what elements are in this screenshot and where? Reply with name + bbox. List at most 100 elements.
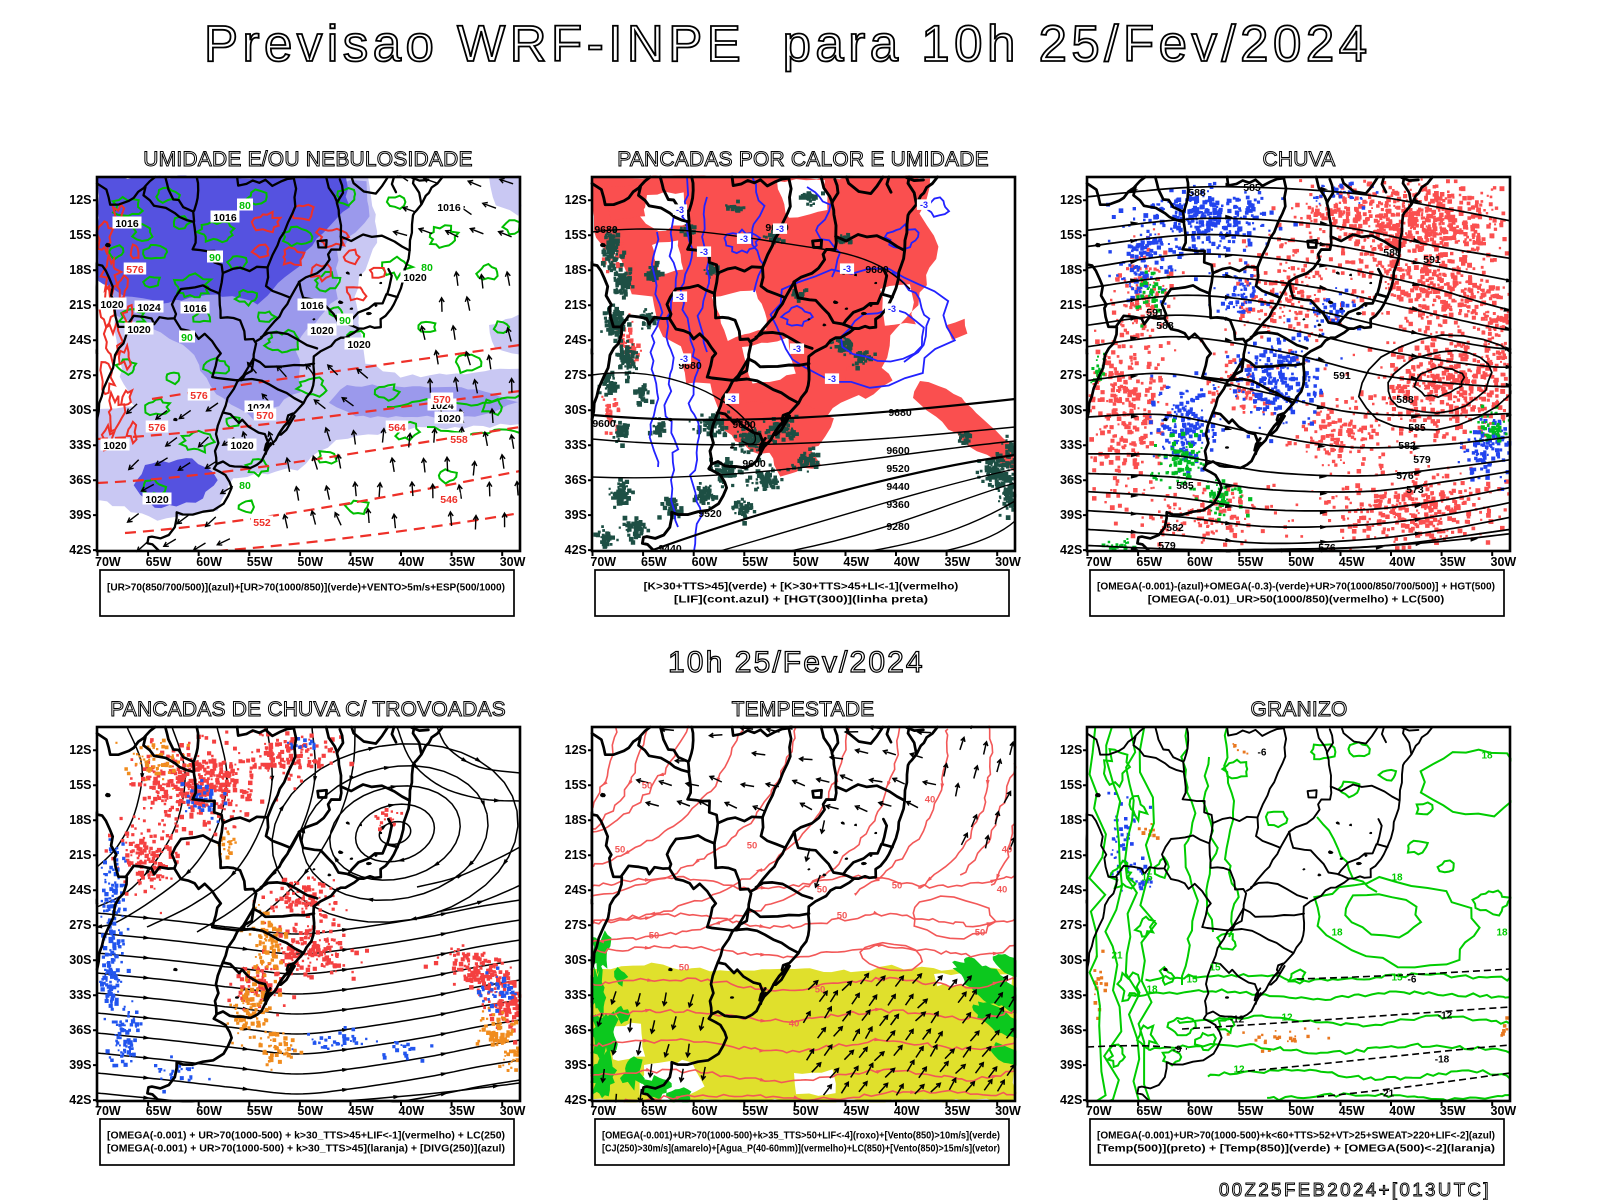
svg-text:PANCADAS DE CHUVA C/ TROVOADAS: PANCADAS DE CHUVA C/ TROVOADAS xyxy=(110,698,506,721)
svg-text:-6: -6 xyxy=(1258,747,1267,758)
svg-text:[OMEGA(-0.001) + UR>70(1000-50: [OMEGA(-0.001) + UR>70(1000-500) + k>30_… xyxy=(107,1129,505,1141)
svg-text:576: 576 xyxy=(126,264,144,276)
svg-text:50: 50 xyxy=(615,844,626,855)
svg-text:00Z25FEB2024+[013UTC]: 00Z25FEB2024+[013UTC] xyxy=(1219,1179,1491,1200)
svg-text:9440: 9440 xyxy=(658,543,682,555)
svg-text:-12: -12 xyxy=(1230,1014,1245,1025)
svg-text:-3: -3 xyxy=(793,344,801,354)
svg-text:1016: 1016 xyxy=(115,218,139,230)
svg-text:1020: 1020 xyxy=(103,440,127,452)
svg-text:579: 579 xyxy=(1414,454,1432,466)
svg-text:50: 50 xyxy=(837,910,848,921)
svg-text:1020: 1020 xyxy=(100,299,124,311)
svg-text:564: 564 xyxy=(388,422,406,434)
svg-text:[OMEGA(-0.001) + UR>70(1000-50: [OMEGA(-0.001) + UR>70(1000-500) + k>30_… xyxy=(107,1143,505,1155)
svg-text:50: 50 xyxy=(649,930,660,941)
svg-text:588: 588 xyxy=(1397,394,1415,406)
svg-text:9600: 9600 xyxy=(742,458,766,470)
svg-text:585: 585 xyxy=(1177,480,1195,492)
svg-text:UMIDADE E/OU NEBULOSIDADE: UMIDADE E/OU NEBULOSIDADE xyxy=(143,148,472,171)
svg-text:-9: -9 xyxy=(1173,1044,1182,1055)
svg-text:1020: 1020 xyxy=(145,494,169,506)
svg-text:9440: 9440 xyxy=(886,481,910,493)
svg-text:1020: 1020 xyxy=(230,440,254,452)
svg-text:9280: 9280 xyxy=(886,521,910,533)
svg-text:576: 576 xyxy=(1397,470,1415,482)
svg-text:591: 591 xyxy=(1147,307,1165,319)
svg-text:50: 50 xyxy=(817,884,828,895)
svg-text:591: 591 xyxy=(1334,370,1352,382)
svg-text:50: 50 xyxy=(747,840,758,851)
svg-text:[LIF](cont.azul) + [HGT(300)](: [LIF](cont.azul) + [HGT(300)](linha pret… xyxy=(674,593,928,605)
svg-text:576: 576 xyxy=(148,422,166,434)
svg-text:9680: 9680 xyxy=(594,224,618,236)
svg-text:80: 80 xyxy=(239,200,251,212)
svg-text:9520: 9520 xyxy=(698,508,722,520)
svg-text:9600: 9600 xyxy=(592,418,616,430)
svg-text:9600: 9600 xyxy=(886,445,910,457)
svg-text:546: 546 xyxy=(440,494,458,506)
svg-text:1020: 1020 xyxy=(347,339,371,351)
svg-text:90: 90 xyxy=(209,252,221,264)
svg-text:1020: 1020 xyxy=(310,325,334,337)
svg-text:579: 579 xyxy=(1159,540,1177,552)
svg-text:50: 50 xyxy=(679,962,690,973)
svg-text:40: 40 xyxy=(925,794,936,805)
svg-text:-3: -3 xyxy=(843,264,851,274)
svg-text:10h 25/Fev/2024: 10h 25/Fev/2024 xyxy=(668,646,925,679)
svg-text:9680: 9680 xyxy=(732,419,756,431)
svg-text:40: 40 xyxy=(789,1018,800,1029)
svg-text:PANCADAS POR CALOR E UMIDADE: PANCADAS POR CALOR E UMIDADE xyxy=(618,148,990,171)
svg-text:-6: -6 xyxy=(1408,974,1417,985)
svg-text:-12: -12 xyxy=(1438,1010,1453,1021)
svg-text:585: 585 xyxy=(1409,422,1427,434)
svg-text:588: 588 xyxy=(1157,320,1175,332)
svg-text:15: 15 xyxy=(1187,974,1199,985)
svg-text:90: 90 xyxy=(181,332,193,344)
svg-text:-3: -3 xyxy=(700,247,708,257)
svg-text:591: 591 xyxy=(1424,254,1442,266)
svg-text:40: 40 xyxy=(1002,844,1013,855)
svg-text:[UR>70(850/700/500)](azul)+[UR: [UR>70(850/700/500)](azul)+[UR>70(1000/8… xyxy=(107,581,505,593)
svg-text:9680: 9680 xyxy=(865,264,889,276)
svg-text:CHUVA: CHUVA xyxy=(1262,148,1335,171)
svg-text:18: 18 xyxy=(1497,927,1509,938)
svg-text:558: 558 xyxy=(450,434,468,446)
svg-text:1020: 1020 xyxy=(127,324,151,336)
svg-text:-3: -3 xyxy=(728,394,736,404)
svg-text:576: 576 xyxy=(190,390,208,402)
svg-text:1016: 1016 xyxy=(300,300,324,312)
svg-text:588: 588 xyxy=(1189,187,1207,199)
svg-text:585: 585 xyxy=(1244,182,1262,194)
svg-text:-3: -3 xyxy=(888,304,896,314)
svg-text:576: 576 xyxy=(1319,542,1337,554)
svg-text:[OMEGA(-0.001)+UR>70(1000-500): [OMEGA(-0.001)+UR>70(1000-500)+k<60+TTS>… xyxy=(1097,1129,1495,1141)
svg-text:80: 80 xyxy=(239,480,251,492)
svg-text:50: 50 xyxy=(815,984,826,995)
svg-text:18: 18 xyxy=(1392,872,1404,883)
svg-text:90: 90 xyxy=(339,315,351,327)
svg-text:[OMEGA(-0.01)_UR>50(1000/850)(: [OMEGA(-0.01)_UR>50(1000/850)(vermelho) … xyxy=(1148,593,1444,605)
svg-text:9360: 9360 xyxy=(886,499,910,511)
svg-text:588: 588 xyxy=(1384,247,1402,259)
svg-text:-3: -3 xyxy=(920,200,928,210)
svg-text:[OMEGA(-0.001)-(azul)+OMEGA(-0: [OMEGA(-0.001)-(azul)+OMEGA(-0.3)-(verde… xyxy=(1097,580,1495,592)
svg-text:21: 21 xyxy=(1112,950,1124,961)
svg-text:1016: 1016 xyxy=(213,212,237,224)
svg-text:80: 80 xyxy=(421,262,433,274)
svg-text:15: 15 xyxy=(1142,872,1154,883)
svg-text:Previsao WRF-INPE para 10h 25: Previsao WRF-INPE para 10h 25/Fev/2024 xyxy=(204,15,1372,72)
svg-text:1020: 1020 xyxy=(403,272,427,284)
svg-text:18: 18 xyxy=(1147,984,1159,995)
svg-text:9520: 9520 xyxy=(886,463,910,475)
svg-text:-18: -18 xyxy=(1435,1054,1450,1065)
svg-text:40: 40 xyxy=(997,884,1008,895)
svg-text:1016: 1016 xyxy=(437,202,461,214)
svg-text:[CJ(250)>30m/s](amarelo)+[Agua: [CJ(250)>30m/s](amarelo)+[Agua_P(40-60mm… xyxy=(602,1143,1000,1155)
svg-text:[Temp(500)](preto) + [Temp(850: [Temp(500)](preto) + [Temp(850)](verde) … xyxy=(1097,1143,1495,1155)
svg-text:1020: 1020 xyxy=(437,413,461,425)
svg-text:-3: -3 xyxy=(828,374,836,384)
svg-text:-3: -3 xyxy=(680,354,688,364)
svg-text:TEMPESTADE: TEMPESTADE xyxy=(732,698,875,721)
svg-text:1024: 1024 xyxy=(137,302,161,314)
